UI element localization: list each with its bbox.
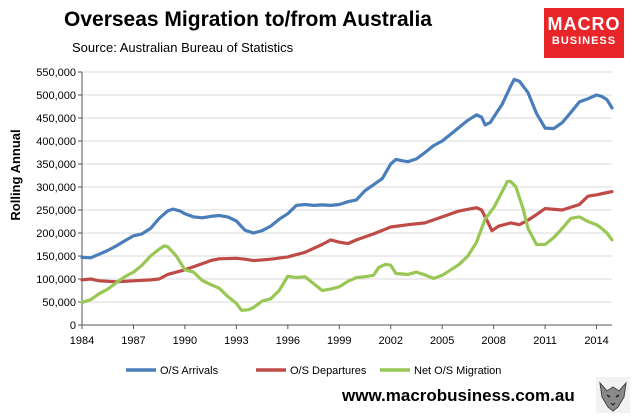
y-tick-label: 0 [70,320,76,332]
y-axis-label: Rolling Annual [8,129,23,220]
x-tick-label: 1984 [70,335,94,347]
y-tick-label: 150,000 [36,251,76,263]
y-tick-label: 100,000 [36,274,76,286]
legend-item-departures: O/S Departures [256,365,367,377]
series-line-net-migration [80,179,614,312]
logo-line-business: BUSINESS [551,35,617,47]
x-tick-label: 2014 [584,335,608,347]
x-tick-label: 2005 [430,335,454,347]
x-tick-label: 2008 [481,335,505,347]
chart-subtitle: Source: Australian Bureau of Statistics [72,40,294,55]
chart-title: Overseas Migration to/from Australia [64,8,432,31]
axes: 0 50,000 100,000 150,000 200,000 250,000 300,0… [36,67,612,347]
legend-item-net-migration: Net O/S Migration [380,365,501,377]
legend-item-arrivals: O/S Arrivals [126,365,219,377]
y-tick-label: 350,000 [36,159,76,171]
y-tick-label: 200,000 [36,228,76,240]
y-tick-label: 300,000 [36,182,76,194]
series-line-arrivals [80,77,614,260]
legend: O/S Arrivals O/S Departures Net O/S Migrat… [126,365,501,377]
x-tick-label: 1996 [276,335,300,347]
x-tick-label: 1990 [173,335,197,347]
series-lines [80,77,614,312]
logo-line-macro: MACRO [547,14,621,34]
macrobusiness-logo: MACRO BUSINESS [544,8,624,58]
legend-label: Net O/S Migration [414,365,501,377]
y-tick-label: 250,000 [36,205,76,217]
x-tick-label: 1999 [327,335,351,347]
x-tick-label: 1987 [121,335,145,347]
y-tick-label: 400,000 [36,136,76,148]
x-tick-label: 2011 [533,335,557,347]
y-tick-label: 550,000 [36,67,76,79]
footer-url[interactable]: www.macrobusiness.com.au [342,386,575,405]
wolf-logo-icon [596,377,630,413]
y-tick-label: 500,000 [36,90,76,102]
x-tick-label: 2002 [378,335,402,347]
y-tick-label: 450,000 [36,113,76,125]
legend-label: O/S Arrivals [160,365,219,377]
series-line-departures [80,190,614,284]
x-tick-label: 1993 [224,335,248,347]
legend-label: O/S Departures [290,365,367,377]
y-tick-label: 50,000 [42,297,76,309]
